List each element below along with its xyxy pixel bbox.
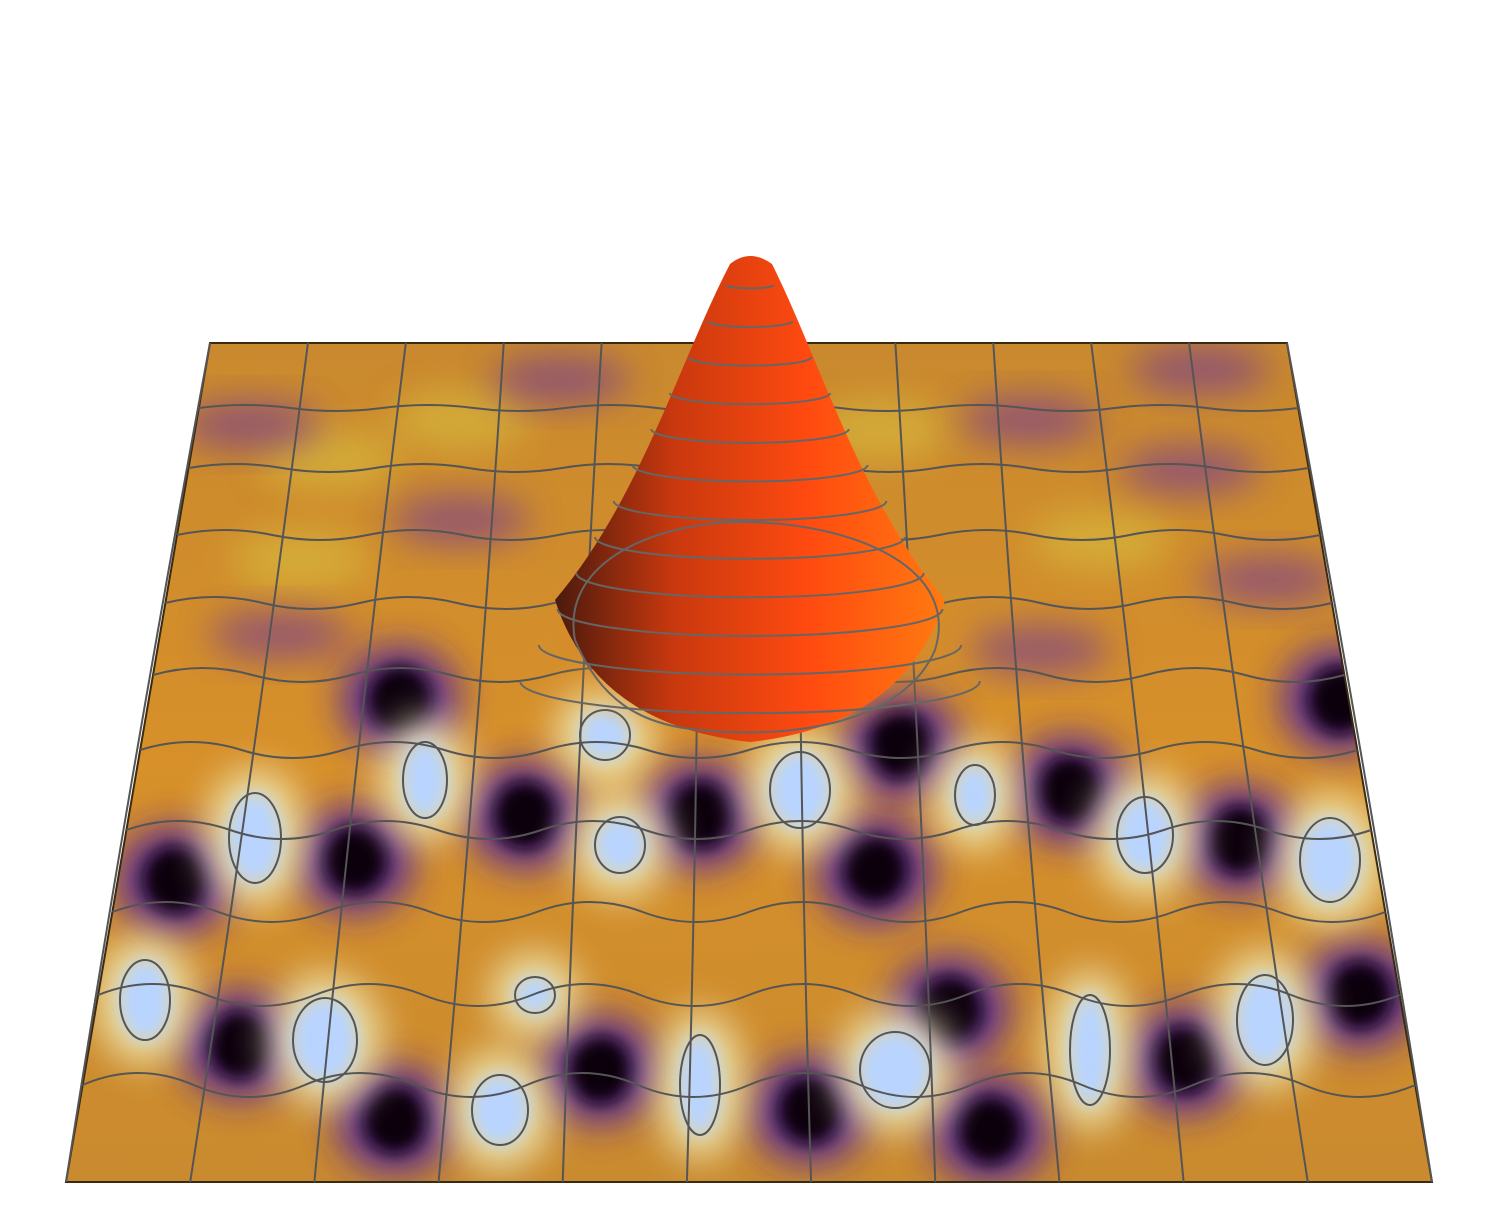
crest <box>120 960 170 1040</box>
trough <box>363 1086 427 1154</box>
trough <box>208 1011 272 1079</box>
crest-contour <box>471 1074 529 1146</box>
contour <box>556 608 944 637</box>
crest-contour <box>514 976 556 1014</box>
crest-contour <box>1299 817 1361 903</box>
peak-contours <box>519 284 981 734</box>
crest-contour <box>769 751 831 829</box>
mesh-line-h <box>139 741 1358 759</box>
crest <box>403 742 447 818</box>
trough <box>778 1076 842 1144</box>
crest <box>229 793 281 883</box>
mesh-line-v <box>437 342 505 1183</box>
mesh <box>65 342 1433 1183</box>
contour <box>668 392 832 406</box>
crest <box>1070 995 1110 1105</box>
dip <box>210 610 350 660</box>
contour <box>612 500 888 522</box>
glow <box>230 530 370 590</box>
contour <box>687 356 813 367</box>
mesh-line-v <box>313 342 407 1183</box>
crest <box>515 977 555 1013</box>
crest <box>595 817 645 873</box>
mesh-line-v <box>1286 342 1433 1183</box>
mesh-line-h <box>111 901 1386 923</box>
crest-contour <box>292 997 358 1083</box>
peak <box>555 256 945 742</box>
dip <box>960 395 1100 445</box>
crest-contour <box>679 1034 721 1136</box>
contour <box>575 572 925 599</box>
trough <box>368 666 432 734</box>
contour <box>631 464 869 483</box>
contour <box>519 680 981 715</box>
trough <box>323 826 387 894</box>
mesh-line-h <box>97 983 1401 1007</box>
dip <box>490 355 630 405</box>
dip <box>970 625 1110 675</box>
mesh-line-v <box>65 342 211 1183</box>
dip <box>1200 555 1340 605</box>
crest-contour <box>402 741 448 819</box>
trough <box>493 781 557 849</box>
crest <box>293 998 357 1082</box>
glow <box>390 390 530 450</box>
mesh-line-h <box>82 1072 1416 1098</box>
trough <box>843 836 907 904</box>
crest-contour <box>859 1031 931 1109</box>
contour <box>594 536 906 560</box>
trough <box>1038 756 1102 824</box>
trough <box>668 781 732 849</box>
contour <box>537 644 963 676</box>
mesh-line-v <box>1188 342 1309 1183</box>
contour <box>725 284 775 290</box>
mesh-line-v <box>894 342 937 1183</box>
trough <box>1208 806 1272 874</box>
crest-contour <box>1069 994 1111 1106</box>
contour <box>650 428 850 444</box>
crest <box>770 752 830 828</box>
crest <box>472 1075 528 1145</box>
dip <box>1130 345 1270 395</box>
dip <box>390 495 530 545</box>
mesh-line-v <box>189 342 309 1183</box>
trough <box>1328 961 1392 1029</box>
contour <box>706 320 794 328</box>
mesh-line-h <box>126 820 1372 840</box>
dip <box>1120 445 1260 495</box>
contour <box>572 520 940 734</box>
trough <box>568 1036 632 1104</box>
trough <box>143 846 207 914</box>
crest <box>860 1032 930 1108</box>
trough <box>1153 1026 1217 1094</box>
crest-contour <box>119 959 171 1041</box>
trough <box>958 1096 1022 1164</box>
mesh-line-v <box>1090 342 1185 1183</box>
crest-contour <box>1236 974 1294 1066</box>
crest <box>955 765 995 825</box>
dip <box>180 400 320 450</box>
crest-contour <box>594 816 646 874</box>
